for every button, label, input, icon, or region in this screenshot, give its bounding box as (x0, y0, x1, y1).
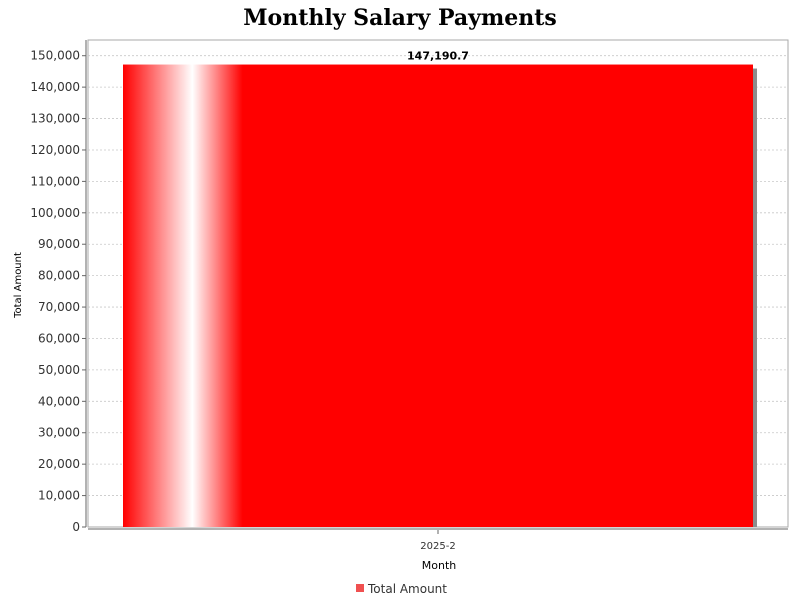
y-tick-label: 0 (72, 520, 80, 534)
y-tick-label: 150,000 (30, 49, 80, 63)
data-label: 147,190.7 (407, 50, 469, 63)
bars: 147,190.7 (123, 50, 757, 527)
y-tick-label: 30,000 (38, 426, 80, 440)
y-tick-label: 40,000 (38, 394, 80, 408)
y-tick-label: 20,000 (38, 457, 80, 471)
y-tick-label: 90,000 (38, 237, 80, 251)
y-axis-label: Total Amount (13, 252, 24, 319)
y-tick-label: 70,000 (38, 300, 80, 314)
y-tick-label: 80,000 (38, 269, 80, 283)
y-tick-label: 60,000 (38, 331, 80, 345)
chart-title: Monthly Salary Payments (243, 5, 557, 31)
y-tick-label: 120,000 (30, 143, 80, 157)
y-tick-label: 140,000 (30, 80, 80, 94)
x-axis-categories: 2025-2 (420, 530, 456, 552)
x-tick-label: 2025-2 (420, 541, 455, 552)
y-tick-label: 50,000 (38, 363, 80, 377)
y-tick-label: 100,000 (30, 206, 80, 220)
y-axis-ticks: 0 10,000 20,000 30,000 40,000 50,000 60,000 70,… (30, 49, 86, 534)
y-tick-label: 130,000 (30, 112, 80, 126)
legend-label: Total Amount (367, 582, 447, 596)
y-tick-label: 110,000 (30, 174, 80, 188)
x-axis-label: Month (422, 559, 457, 572)
legend: Total Amount (356, 582, 447, 596)
bar[interactable] (123, 64, 753, 527)
y-tick-label: 10,000 (38, 489, 80, 503)
legend-swatch (356, 584, 364, 592)
